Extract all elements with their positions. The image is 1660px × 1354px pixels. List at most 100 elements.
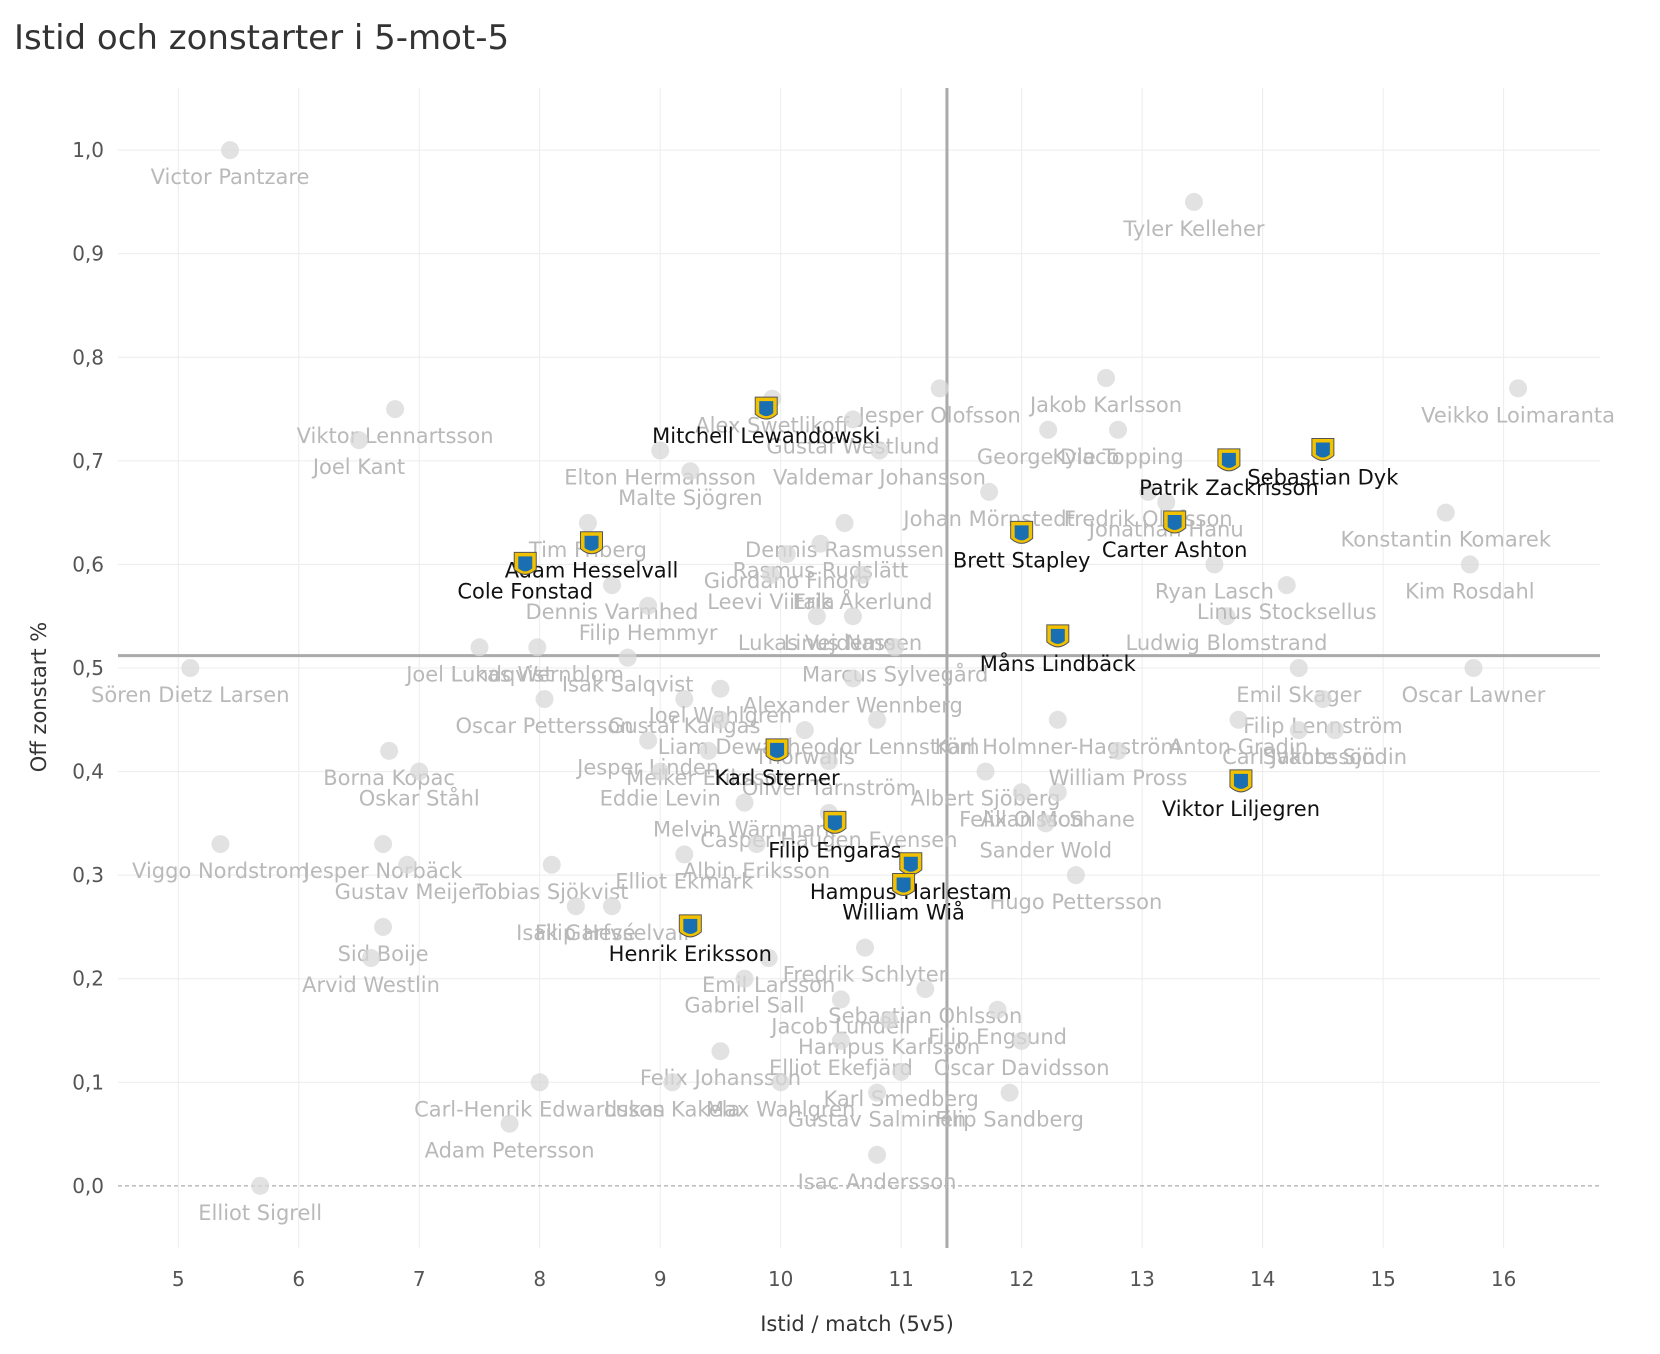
team-badge-inner — [903, 856, 918, 872]
player-label: Melvin Wärnmark — [653, 818, 837, 842]
player-label: Lukas Vejdemo — [738, 631, 896, 655]
player-point — [735, 969, 754, 988]
player-point — [988, 1000, 1007, 1019]
highlighted-player-label: Henrik Eriksson — [609, 942, 772, 966]
player-point — [886, 638, 905, 657]
player-label: Albert Sjöberg — [911, 787, 1061, 811]
player-point — [535, 690, 554, 709]
player-point — [500, 1114, 519, 1133]
player-point — [374, 917, 393, 936]
team-badge-inner — [584, 535, 599, 551]
player-label: Adam Petersson — [425, 1139, 595, 1163]
player-point — [410, 762, 429, 781]
player-label: Svante Sjödin — [1263, 745, 1407, 769]
highlighted-player: Patrik Zackrisson — [1139, 448, 1319, 500]
player-point — [1109, 741, 1128, 760]
player-point — [1229, 710, 1248, 729]
player-label: Carl-Henrik Edwardsson — [414, 1097, 665, 1121]
y-tick-label: 0,6 — [72, 552, 104, 576]
player-point — [835, 514, 854, 532]
player-label: Oscar Davidsson — [934, 1056, 1110, 1080]
x-tick-label: 13 — [1129, 1267, 1154, 1291]
player-label: Carl Jakobsson — [1222, 745, 1375, 769]
player-label: Jesper Norbäck — [302, 859, 464, 883]
player-point — [1289, 659, 1308, 677]
player-point — [1464, 659, 1483, 677]
player-point — [831, 1031, 850, 1050]
player-label: Filip Sandberg — [935, 1108, 1084, 1132]
player-label: Oscar Lawner — [1402, 683, 1546, 707]
team-badge-inner — [896, 877, 911, 893]
player-point — [1313, 690, 1332, 709]
player-point — [771, 1073, 790, 1092]
player-point — [916, 980, 935, 999]
player-point — [1217, 607, 1236, 626]
player-label: Isak Salqvist — [562, 673, 694, 697]
player-point — [530, 1073, 549, 1092]
x-tick-label: 7 — [413, 1267, 426, 1291]
team-badge-inner — [1315, 442, 1330, 458]
team-badge-inner — [1014, 525, 1029, 541]
player-point — [892, 1062, 911, 1081]
player-point — [251, 1176, 270, 1195]
x-tick-label: 15 — [1370, 1267, 1395, 1291]
player-label: Hugo Pettersson — [989, 890, 1162, 914]
x-tick-label: 10 — [768, 1267, 793, 1291]
player-label: Gustav Meijer — [335, 880, 480, 904]
player-label: Isak Garfvé — [516, 921, 635, 945]
player-point — [1012, 783, 1031, 802]
player-point — [349, 431, 368, 450]
player-label: Elliot Sigrell — [198, 1201, 322, 1225]
player-point — [386, 400, 405, 419]
player-point — [1289, 721, 1308, 740]
player-label: Emil Larsson — [702, 973, 835, 997]
other-players: Victor Pantzare Tyler Kelleher Veikko Loim… — [91, 141, 1615, 1225]
y-tick-label: 0,9 — [72, 242, 104, 266]
player-point — [1012, 1031, 1031, 1050]
team-badge-inner — [1050, 628, 1065, 644]
reference-lines — [118, 88, 1600, 1248]
player-point — [980, 482, 999, 501]
highlighted-player-label: Måns Lindbäck — [980, 651, 1137, 676]
player-point — [181, 659, 200, 677]
player-point — [1460, 555, 1479, 574]
player-point — [711, 1042, 730, 1061]
player-point — [651, 441, 670, 460]
gridlines — [118, 88, 1600, 1248]
team-badge-inner — [770, 742, 785, 758]
player-label: Linus Stocksellus — [1197, 600, 1377, 624]
player-label: Konstantin Komarek — [1341, 528, 1552, 552]
player-point — [762, 565, 781, 584]
player-point — [639, 731, 658, 750]
player-label: Felix Olsson — [959, 807, 1084, 831]
player-label: Oscar Pettersson — [455, 714, 633, 738]
player-label: Joel Kant — [311, 455, 405, 479]
highlighted-player-label: Viktor Liljegren — [1162, 797, 1320, 821]
player-label: Valdemar Johansson — [773, 466, 986, 490]
player-label: Anton Gradin — [1169, 735, 1308, 759]
player-point — [819, 752, 838, 771]
player-point — [735, 793, 754, 812]
x-tick-label: 8 — [533, 1267, 546, 1291]
chart-title: Istid och zonstarter i 5-mot-5 — [14, 18, 510, 58]
x-tick-label: 11 — [888, 1267, 913, 1291]
player-point — [747, 835, 766, 854]
player-label: Gustaf Westlund — [766, 434, 939, 458]
x-tick-label: 5 — [172, 1267, 185, 1291]
y-tick-label: 0,0 — [72, 1174, 104, 1198]
player-label: Fredrik Olofsson — [1064, 507, 1233, 531]
player-point — [663, 1073, 682, 1092]
player-label: Albin Eriksson — [683, 859, 830, 883]
highlighted-player-label: Cole Fonstad — [457, 579, 593, 603]
player-point — [699, 741, 718, 760]
player-point — [675, 690, 694, 709]
player-point — [711, 710, 730, 729]
x-tick-label: 14 — [1250, 1267, 1275, 1291]
player-label: Allan McShane — [981, 807, 1135, 831]
player-point — [618, 648, 637, 667]
highlighted-player: William Wiå — [842, 873, 965, 925]
player-label: Gustav Salminen — [788, 1108, 967, 1132]
player-label: Karl Smedberg — [824, 1087, 979, 1111]
x-tick-label: 12 — [1009, 1267, 1034, 1291]
player-point — [681, 462, 700, 481]
